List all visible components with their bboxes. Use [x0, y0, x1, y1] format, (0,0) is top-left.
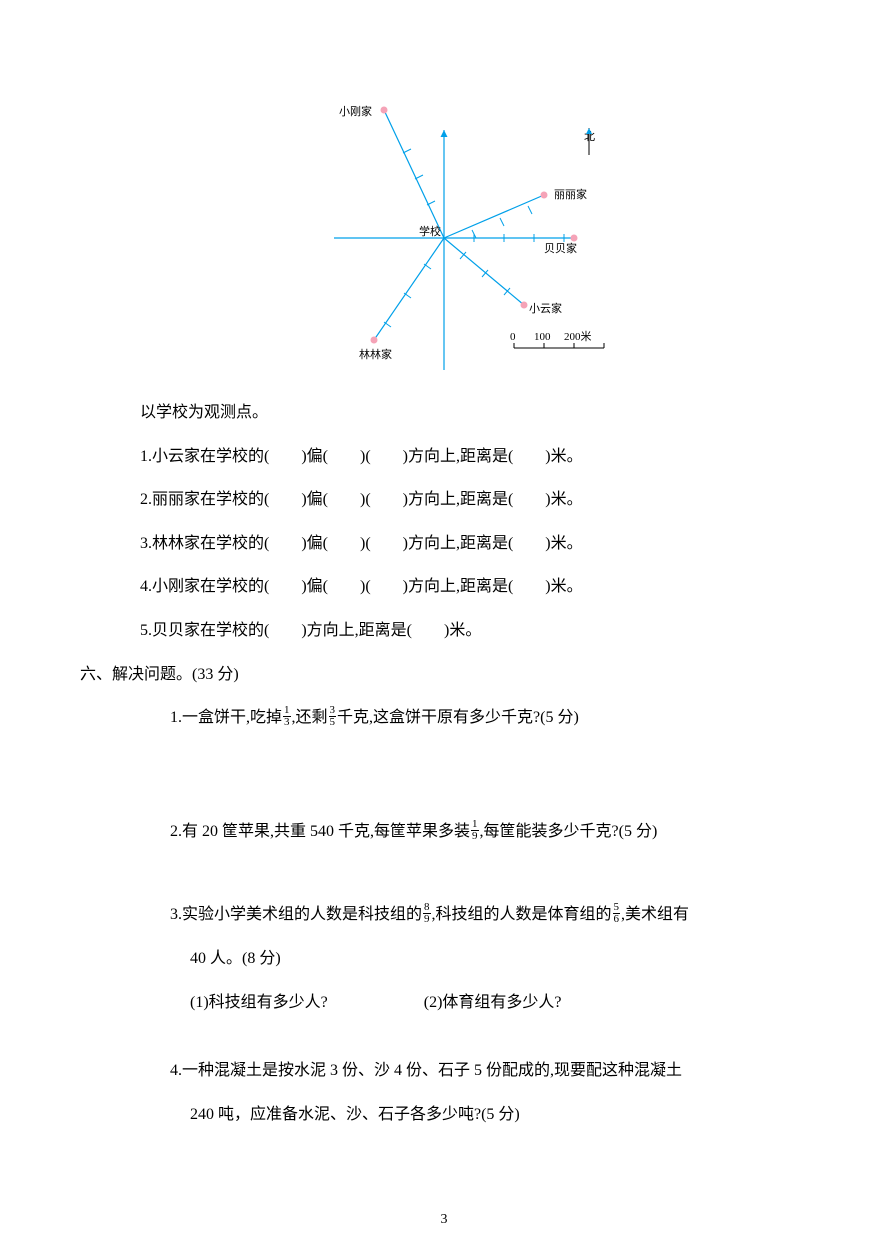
ray-linlin — [374, 238, 444, 340]
dot-lili — [541, 192, 548, 199]
p3-text-b: ,科技组的人数是体育组的 — [432, 906, 612, 923]
p1-frac2: 35 — [329, 705, 337, 728]
q1: 1.小云家在学校的( )偏( )( )方向上,距离是( )米。 — [80, 444, 808, 470]
p3-text-a: 3.实验小学美术组的人数是科技组的 — [170, 906, 422, 923]
ray-lili — [444, 195, 544, 238]
q5: 5.贝贝家在学校的( )方向上,距离是( )米。 — [80, 618, 808, 644]
label-lili: 丽丽家 — [554, 187, 587, 201]
content-body: 以学校为观测点。 1.小云家在学校的( )偏( )( )方向上,距离是( )米。… — [80, 400, 808, 1127]
p1-frac1: 13 — [283, 705, 291, 728]
q2: 2.丽丽家在学校的( )偏( )( )方向上,距离是( )米。 — [80, 487, 808, 513]
q4: 4.小刚家在学校的( )偏( )( )方向上,距离是( )米。 — [80, 574, 808, 600]
problem-3-line2: 40 人。(8 分) — [80, 946, 808, 972]
svg-text:100: 100 — [534, 331, 551, 343]
problem-3-line1: 3.实验小学美术组的人数是科技组的89,科技组的人数是体育组的56,美术组有 — [80, 902, 808, 928]
scale-bar: 0 100 200米 — [510, 330, 604, 348]
ray-xiaoyun — [444, 238, 524, 305]
page-number: 3 — [441, 1212, 448, 1228]
label-xiaoyun: 小云家 — [529, 301, 562, 315]
q3: 3.林林家在学校的( )偏( )( )方向上,距离是( )米。 — [80, 531, 808, 557]
p1-text-b: ,还剩 — [292, 709, 328, 726]
dot-linlin — [371, 337, 378, 344]
p3-frac2: 56 — [613, 902, 621, 925]
p1-text-a: 1.一盒饼干,吃掉 — [170, 709, 282, 726]
p1-text-c: 千克,这盒饼干原有多少千克?(5 分) — [337, 709, 579, 726]
label-linlin: 林林家 — [359, 347, 392, 361]
direction-diagram: 小刚家 丽丽家 贝贝家 小云家 林林家 学校 北 0 100 200米 — [264, 80, 624, 380]
problem-1: 1.一盒饼干,吃掉13,还剩35千克,这盒饼干原有多少千克?(5 分) — [80, 705, 808, 731]
svg-text:0: 0 — [510, 331, 516, 343]
observation-line: 以学校为观测点。 — [80, 400, 808, 426]
problem-4-line2: 240 吨，应准备水泥、沙、石子各多少吨?(5 分) — [80, 1102, 808, 1128]
section6-header: 六、解决问题。(33 分) — [80, 662, 808, 688]
dot-xiaoyun — [521, 302, 528, 309]
problem-4-line1: 4.一种混凝土是按水泥 3 份、沙 4 份、石子 5 份配成的,现要配这种混凝土 — [80, 1058, 808, 1084]
dot-xiaogang — [381, 107, 388, 114]
label-center: 学校 — [419, 224, 441, 238]
p3-frac1: 89 — [423, 902, 431, 925]
ray-xiaogang — [384, 110, 444, 238]
p2-frac1: 19 — [471, 819, 479, 842]
problem-3-sub: (1)科技组有多少人? (2)体育组有多少人? — [80, 990, 808, 1016]
problem-2: 2.有 20 筐苹果,共重 540 千克,每筐苹果多装19,每筐能装多少千克?(… — [80, 819, 808, 845]
label-beibei: 贝贝家 — [544, 241, 577, 255]
p2-text-a: 2.有 20 筐苹果,共重 540 千克,每筐苹果多装 — [170, 823, 470, 840]
p2-text-b: ,每筐能装多少千克?(5 分) — [480, 823, 658, 840]
diagram-svg: 小刚家 丽丽家 贝贝家 小云家 林林家 学校 北 0 100 200米 — [264, 80, 624, 380]
dot-beibei — [571, 235, 578, 242]
label-xiaogang: 小刚家 — [339, 104, 372, 118]
svg-text:200米: 200米 — [564, 330, 592, 343]
p3-text-c: ,美术组有 — [621, 906, 689, 923]
